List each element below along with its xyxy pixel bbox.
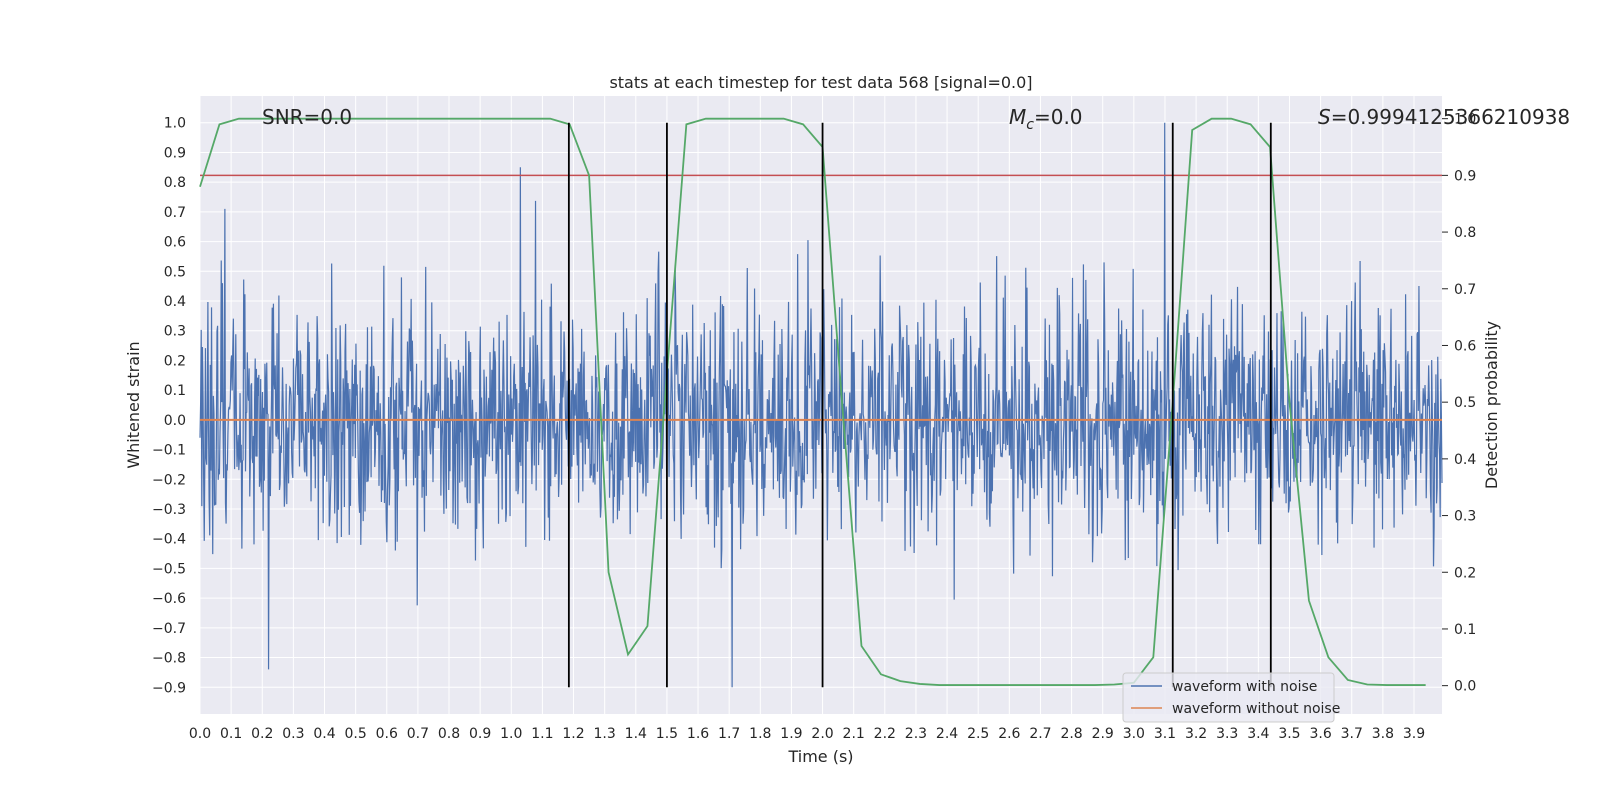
x-tick-label: 0.5 <box>345 726 367 742</box>
x-tick-label: 2.0 <box>811 726 833 742</box>
x-tick-label: 3.3 <box>1216 726 1238 742</box>
y-right-tick-label: 0.7 <box>1454 282 1476 298</box>
chirp-mass-value: =0.0 <box>1034 105 1083 129</box>
x-tick-label: 1.5 <box>656 726 678 742</box>
chirp-mass-symbol: M <box>1009 105 1026 129</box>
y-tick-label: 0.4 <box>164 294 186 310</box>
x-tick-label: 0.4 <box>313 726 335 742</box>
x-tick-label: 3.4 <box>1247 726 1269 742</box>
x-tick-label: 2.1 <box>843 726 865 742</box>
y-tick-label: −0.2 <box>152 472 186 488</box>
y-right-tick-label: 0.9 <box>1454 168 1476 184</box>
chirp-mass-subscript: c <box>1026 117 1034 133</box>
x-tick-label: 1.3 <box>594 726 616 742</box>
noise-waveform-line <box>199 122 1443 688</box>
y-tick-label: −0.7 <box>152 621 186 637</box>
s-symbol: S <box>1318 105 1331 129</box>
x-tick-label: 3.0 <box>1123 726 1145 742</box>
x-tick-label: 1.7 <box>718 726 740 742</box>
y-right-tick-label: 0.8 <box>1454 225 1476 241</box>
s-value: =0.9994125366210938 <box>1331 105 1570 129</box>
y-tick-label: 0.0 <box>164 413 186 429</box>
x-tick-label: 0.0 <box>189 726 211 742</box>
y-right-tick-label: 0.3 <box>1454 509 1476 525</box>
x-tick-label: 1.8 <box>749 726 771 742</box>
x-tick-label: 3.1 <box>1154 726 1176 742</box>
y-tick-label: −0.3 <box>152 502 186 518</box>
y-tick-label: 0.6 <box>164 235 186 251</box>
y-tick-label: 0.1 <box>164 383 186 399</box>
y-tick-label: 0.7 <box>164 205 186 221</box>
x-tick-label: 2.7 <box>1029 726 1051 742</box>
x-tick-label: 3.6 <box>1309 726 1331 742</box>
x-tick-label: 3.2 <box>1185 726 1207 742</box>
x-tick-label: 0.8 <box>438 726 460 742</box>
x-tick-label: 3.9 <box>1403 726 1425 742</box>
y-right-tick-label: 0.6 <box>1454 338 1476 354</box>
x-tick-label: 1.0 <box>500 726 522 742</box>
y-right-tick-labels: 0.0 0.1 0.2 0.3 0.4 0.5 0.6 0.7 0.8 0.9 1.0 <box>1442 112 1476 695</box>
x-tick-label: 3.8 <box>1372 726 1394 742</box>
legend-label-noise: waveform with noise <box>1172 679 1317 695</box>
y-tick-label: 0.9 <box>164 145 186 161</box>
y-right-axis-label: Detection probability <box>1482 321 1501 489</box>
x-tick-label: 0.1 <box>220 726 242 742</box>
x-tick-label: 0.3 <box>282 726 304 742</box>
y-right-tick-label: 0.2 <box>1454 565 1476 581</box>
x-tick-label: 2.3 <box>905 726 927 742</box>
y-tick-label: 0.8 <box>164 175 186 191</box>
x-tick-label: 1.9 <box>780 726 802 742</box>
x-tick-label: 2.4 <box>936 726 958 742</box>
legend-label-clean: waveform without noise <box>1172 701 1340 717</box>
x-tick-label: 3.5 <box>1278 726 1300 742</box>
y-right-tick-label: 0.0 <box>1454 679 1476 695</box>
detection-probability-line <box>199 117 1426 686</box>
x-tick-label: 2.2 <box>874 726 896 742</box>
x-tick-label: 0.9 <box>469 726 491 742</box>
legend: waveform with noise waveform without noi… <box>1122 672 1340 723</box>
x-tick-label: 1.2 <box>562 726 584 742</box>
snr-annotation: SNR=0.0 <box>262 105 352 129</box>
x-tick-label: 1.6 <box>687 726 709 742</box>
x-tick-label: 0.2 <box>251 726 273 742</box>
series-waveform-with-noise <box>199 122 1443 688</box>
y-tick-label: 1.0 <box>164 116 186 132</box>
x-tick-label: 3.7 <box>1341 726 1363 742</box>
y-tick-label: −0.6 <box>152 591 186 607</box>
legend-box <box>1122 672 1335 723</box>
x-tick-label: 1.1 <box>531 726 553 742</box>
y-tick-label: −0.1 <box>152 443 186 459</box>
x-tick-label: 1.4 <box>625 726 647 742</box>
y-tick-labels: −0.9 −0.8 −0.7 −0.6 −0.5 −0.4 −0.3 −0.2 −0.1 0.0 0… <box>152 116 186 697</box>
y-axis-label: Whitened strain <box>124 341 143 468</box>
y-tick-label: −0.9 <box>152 680 186 696</box>
y-tick-label: 0.2 <box>164 353 186 369</box>
chart-title: stats at each timestep for test data 568… <box>609 73 1032 92</box>
y-tick-label: −0.5 <box>152 561 186 577</box>
y-right-tick-label: 0.5 <box>1454 395 1476 411</box>
x-tick-label: 2.8 <box>1060 726 1082 742</box>
x-tick-label: 2.6 <box>998 726 1020 742</box>
y-right-tick-label: 1.0 <box>1454 112 1476 128</box>
series-detection-probability <box>199 117 1426 686</box>
y-tick-label: −0.4 <box>152 532 186 548</box>
y-tick-label: 0.5 <box>164 264 186 280</box>
y-right-tick-label: 0.1 <box>1454 622 1476 638</box>
x-tick-labels: 0.0 0.1 0.2 0.3 0.4 0.5 0.6 0.7 0.8 0.9 1.0 1.1 1.2 1… <box>189 726 1425 742</box>
y-tick-label: −0.8 <box>152 651 186 667</box>
vertical-markers <box>567 122 1272 688</box>
y-tick-label: 0.3 <box>164 324 186 340</box>
x-tick-label: 2.5 <box>967 726 989 742</box>
x-tick-label: 0.6 <box>376 726 398 742</box>
x-tick-label: 0.7 <box>407 726 429 742</box>
chirp-mass-annotation: Mc=0.0 <box>1009 105 1083 133</box>
s-annotation: S=0.9994125366210938 <box>1318 105 1570 129</box>
x-axis-label: Time (s) <box>787 747 853 766</box>
x-tick-label: 2.9 <box>1092 726 1114 742</box>
y-right-tick-label: 0.4 <box>1454 452 1476 468</box>
